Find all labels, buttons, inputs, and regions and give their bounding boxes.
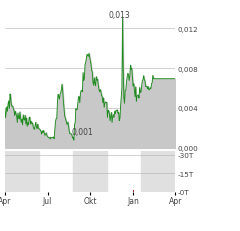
- Text: 0,001: 0,001: [72, 128, 94, 137]
- Bar: [133, 190, 134, 192]
- Bar: [141, 151, 175, 192]
- Bar: [5, 151, 39, 192]
- Bar: [73, 151, 107, 192]
- Text: 0,013: 0,013: [108, 11, 130, 20]
